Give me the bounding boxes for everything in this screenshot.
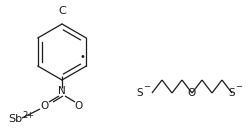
Text: O: O: [187, 88, 195, 98]
Text: 2+: 2+: [22, 111, 34, 119]
Text: Sb: Sb: [8, 114, 22, 124]
Text: N: N: [58, 86, 66, 96]
Text: S: S: [228, 88, 234, 98]
Text: −: −: [234, 82, 242, 92]
Text: O: O: [74, 101, 83, 111]
Text: •: •: [79, 52, 84, 62]
Text: O: O: [41, 101, 49, 111]
Text: C: C: [58, 6, 66, 16]
Text: −: −: [143, 82, 150, 92]
Text: S: S: [136, 88, 143, 98]
